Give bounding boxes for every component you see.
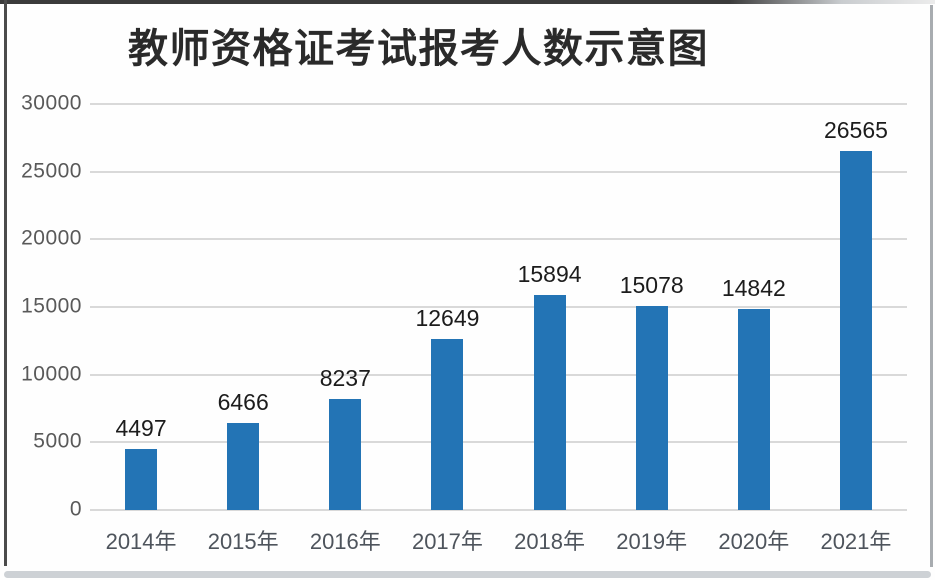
frame-left-border <box>4 0 7 566</box>
x-axis-label: 2014年 <box>105 529 177 554</box>
gridline <box>90 238 907 241</box>
x-axis-label: 2017年 <box>411 529 483 554</box>
gridline <box>90 306 907 308</box>
bar-column: 15078 <box>601 104 703 510</box>
bar: 6466 <box>218 389 269 510</box>
bar-column: 12649 <box>396 104 498 510</box>
bar-value-label: 12649 <box>415 304 480 331</box>
x-axis-label: 2019年 <box>616 529 688 554</box>
bar-value-label: 4497 <box>115 415 167 442</box>
frame-bottom-border <box>4 571 931 578</box>
plot-area: 4497 6466 8237 12649 15894 15078 14842 26565 <box>90 103 907 511</box>
x-axis-row: 2014年 2015年 2016年 2017年 2018年 2019年 2020年 2021年 <box>90 524 907 556</box>
gridline <box>90 103 907 105</box>
x-axis-label: 2018年 <box>514 529 586 554</box>
y-tick-label: 15000 <box>21 294 82 318</box>
bar: 12649 <box>415 305 479 510</box>
bar-column: 6466 <box>192 104 294 510</box>
bar-column: 4497 <box>90 104 192 510</box>
bar-value-label: 15894 <box>517 260 582 287</box>
bar: 8237 <box>320 365 371 510</box>
gridline <box>90 373 907 376</box>
bar-column: 15894 <box>499 104 601 510</box>
y-tick-label: 10000 <box>21 362 82 386</box>
bar: 4497 <box>115 415 167 510</box>
bar-value-label: 15078 <box>619 271 684 298</box>
frame-right-border <box>930 5 933 567</box>
gridline <box>90 441 907 444</box>
y-tick-label: 0 <box>69 497 82 521</box>
x-axis-label: 2016年 <box>309 529 381 554</box>
x-axis-label: 2021年 <box>820 529 892 554</box>
y-tick-label: 20000 <box>21 226 82 250</box>
y-tick-label: 30000 <box>21 91 82 115</box>
bar-column: 14842 <box>703 104 805 510</box>
gridline <box>90 509 907 511</box>
y-axis: 30000 25000 20000 15000 10000 5000 0 <box>0 92 82 521</box>
bar-chart: 30000 25000 20000 15000 10000 5000 0 4497 6466 8… <box>0 92 935 564</box>
chart-title: 教师资格证考试报考人数示意图 <box>128 27 709 71</box>
bar-value-label: 8237 <box>319 364 371 391</box>
x-axis-label: 2015年 <box>207 529 279 554</box>
bar-value-label: 26565 <box>823 116 888 143</box>
y-tick-label: 5000 <box>33 429 82 453</box>
x-axis-label: 2020年 <box>718 529 790 554</box>
y-tick-label: 25000 <box>21 159 82 183</box>
bar-value-label: 14842 <box>721 275 786 302</box>
bar: 26565 <box>824 117 888 510</box>
bar-column: 8237 <box>294 104 396 510</box>
bars-row: 4497 6466 8237 12649 15894 15078 14842 26565 <box>90 104 907 510</box>
frame-top-border <box>0 0 935 4</box>
bar-value-label: 6466 <box>217 388 269 415</box>
bar-column: 26565 <box>805 104 907 510</box>
bar: 14842 <box>722 275 786 510</box>
gridline <box>90 170 907 173</box>
bar: 15078 <box>620 272 684 510</box>
bar: 15894 <box>518 261 582 510</box>
